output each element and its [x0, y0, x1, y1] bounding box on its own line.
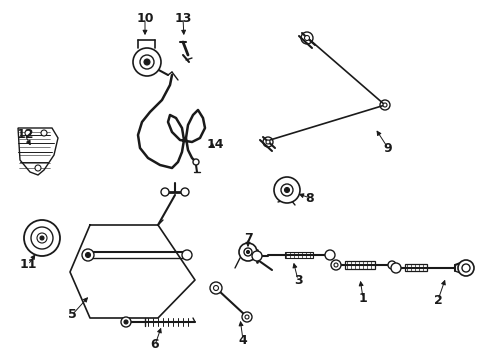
Circle shape [144, 59, 150, 65]
Circle shape [182, 250, 192, 260]
Circle shape [124, 320, 128, 324]
Circle shape [210, 282, 222, 294]
Circle shape [181, 188, 189, 196]
Circle shape [161, 188, 169, 196]
Text: 1: 1 [359, 292, 368, 305]
Circle shape [331, 260, 341, 270]
Text: 9: 9 [384, 141, 392, 154]
Text: 2: 2 [434, 293, 442, 306]
Text: 14: 14 [206, 139, 224, 152]
Text: 6: 6 [151, 338, 159, 351]
Circle shape [25, 130, 31, 136]
Circle shape [266, 140, 270, 144]
Text: 7: 7 [244, 231, 252, 244]
Text: 13: 13 [174, 12, 192, 24]
Circle shape [244, 248, 252, 256]
Circle shape [325, 250, 335, 260]
Text: 11: 11 [19, 258, 37, 271]
Circle shape [242, 312, 252, 322]
Circle shape [462, 264, 470, 272]
Polygon shape [18, 128, 58, 175]
Circle shape [121, 317, 131, 327]
Circle shape [41, 130, 47, 136]
Circle shape [285, 188, 290, 193]
Circle shape [140, 55, 154, 69]
Text: 10: 10 [136, 12, 154, 24]
Circle shape [85, 252, 91, 257]
Circle shape [383, 103, 387, 107]
Circle shape [40, 236, 44, 240]
Circle shape [274, 177, 300, 203]
Circle shape [281, 184, 293, 196]
Circle shape [133, 48, 161, 76]
Circle shape [239, 243, 257, 261]
Circle shape [37, 233, 47, 243]
Circle shape [193, 159, 199, 165]
Text: 8: 8 [306, 192, 314, 204]
Text: 5: 5 [68, 309, 76, 321]
Text: 4: 4 [239, 333, 247, 346]
Bar [285, 252, 313, 258]
Circle shape [24, 220, 60, 256]
Circle shape [458, 260, 474, 276]
Bar [405, 264, 427, 271]
Circle shape [391, 263, 401, 273]
Circle shape [252, 251, 262, 261]
Text: 12: 12 [16, 129, 34, 141]
Circle shape [304, 36, 310, 40]
Circle shape [388, 261, 396, 269]
Bar [345, 261, 375, 269]
Circle shape [35, 165, 41, 171]
Circle shape [82, 249, 94, 261]
Text: 3: 3 [294, 274, 302, 287]
Circle shape [31, 227, 53, 249]
Circle shape [246, 251, 249, 253]
